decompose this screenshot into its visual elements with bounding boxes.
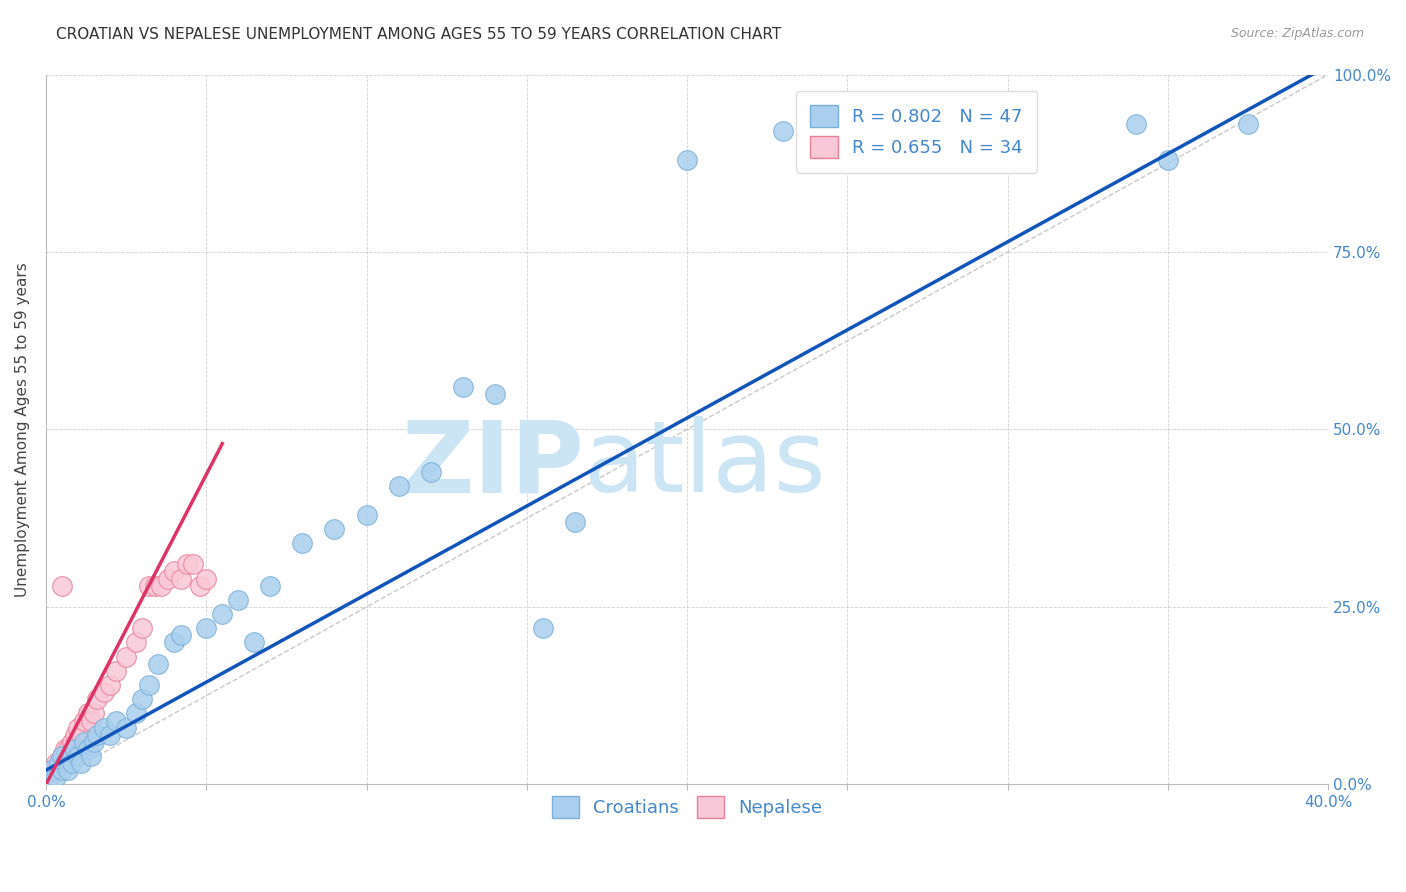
Point	[211, 607, 233, 621]
Point	[1237, 117, 1260, 131]
Y-axis label: Unemployment Among Ages 55 to 59 years: Unemployment Among Ages 55 to 59 years	[15, 262, 30, 597]
Point	[115, 649, 138, 664]
Point	[76, 706, 98, 721]
Point	[98, 678, 121, 692]
Point	[105, 664, 128, 678]
Point	[676, 153, 699, 167]
Point	[150, 579, 173, 593]
Point	[156, 572, 179, 586]
Point	[76, 742, 98, 756]
Point	[183, 558, 205, 572]
Point	[51, 749, 73, 764]
Point	[143, 579, 166, 593]
Text: Source: ZipAtlas.com: Source: ZipAtlas.com	[1230, 27, 1364, 40]
Point	[83, 735, 105, 749]
Point	[73, 735, 96, 749]
Point	[58, 763, 80, 777]
Point	[163, 635, 186, 649]
Point	[115, 721, 138, 735]
Point	[138, 678, 160, 692]
Point	[73, 714, 96, 728]
Point	[83, 706, 105, 721]
Point	[93, 685, 115, 699]
Point	[243, 635, 266, 649]
Point	[93, 721, 115, 735]
Point	[419, 465, 441, 479]
Text: atlas: atlas	[585, 417, 827, 514]
Point	[259, 579, 281, 593]
Point	[80, 749, 103, 764]
Point	[323, 522, 346, 536]
Point	[70, 728, 93, 742]
Point	[53, 756, 76, 771]
Point	[1125, 117, 1147, 131]
Point	[70, 756, 93, 771]
Point	[63, 742, 86, 756]
Point	[38, 770, 60, 784]
Point	[772, 124, 794, 138]
Point	[125, 706, 148, 721]
Point	[188, 579, 211, 593]
Point	[291, 536, 314, 550]
Point	[146, 657, 169, 671]
Point	[531, 621, 554, 635]
Point	[48, 756, 70, 771]
Point	[60, 756, 83, 771]
Point	[163, 565, 186, 579]
Point	[195, 572, 218, 586]
Point	[98, 728, 121, 742]
Point	[226, 592, 249, 607]
Point	[51, 763, 73, 777]
Point	[48, 756, 70, 771]
Point	[176, 558, 198, 572]
Point	[53, 756, 76, 771]
Point	[60, 749, 83, 764]
Point	[195, 621, 218, 635]
Point	[564, 515, 586, 529]
Point	[86, 728, 108, 742]
Point	[60, 735, 83, 749]
Point	[86, 692, 108, 706]
Point	[1157, 153, 1180, 167]
Point	[45, 770, 67, 784]
Point	[66, 721, 89, 735]
Point	[356, 508, 378, 522]
Legend: Croatians, Nepalese: Croatians, Nepalese	[544, 789, 830, 825]
Point	[105, 714, 128, 728]
Point	[53, 742, 76, 756]
Point	[51, 579, 73, 593]
Point	[41, 763, 63, 777]
Point	[45, 763, 67, 777]
Point	[66, 749, 89, 764]
Point	[387, 479, 409, 493]
Point	[63, 728, 86, 742]
Point	[45, 756, 67, 771]
Point	[131, 692, 153, 706]
Text: CROATIAN VS NEPALESE UNEMPLOYMENT AMONG AGES 55 TO 59 YEARS CORRELATION CHART: CROATIAN VS NEPALESE UNEMPLOYMENT AMONG …	[56, 27, 782, 42]
Point	[451, 380, 474, 394]
Point	[138, 579, 160, 593]
Point	[169, 628, 191, 642]
Point	[58, 742, 80, 756]
Point	[41, 763, 63, 777]
Point	[125, 635, 148, 649]
Text: ZIP: ZIP	[402, 417, 585, 514]
Point	[131, 621, 153, 635]
Point	[51, 749, 73, 764]
Point	[484, 387, 506, 401]
Point	[80, 714, 103, 728]
Point	[169, 572, 191, 586]
Point	[38, 770, 60, 784]
